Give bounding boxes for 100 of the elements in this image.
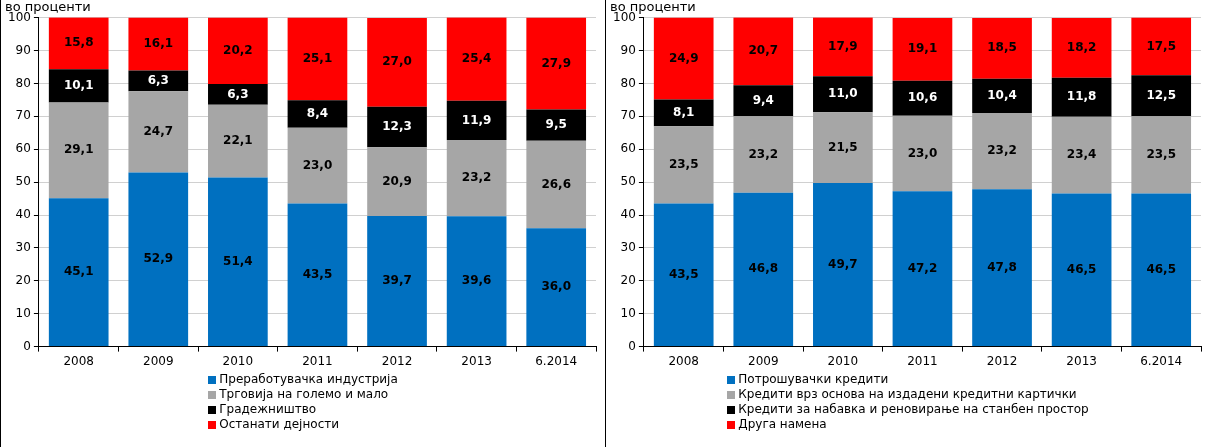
bar <box>287 17 348 101</box>
y-tick-label: 20 <box>620 272 636 287</box>
data-label: 49,7 <box>828 256 858 271</box>
bar <box>972 189 1032 347</box>
legend-label: Градежништво <box>219 402 317 417</box>
bar <box>446 139 507 217</box>
data-label: 45,1 <box>63 264 94 279</box>
data-label: 27,9 <box>541 55 572 70</box>
data-label: 23,4 <box>1066 147 1097 162</box>
data-label: 10,1 <box>63 77 94 92</box>
bar <box>526 228 587 347</box>
y-tick-label: 0 <box>23 338 31 353</box>
data-label: 6,3 <box>227 86 249 101</box>
x-tick-label: 2009 <box>143 353 174 368</box>
data-label: 47,8 <box>987 259 1017 274</box>
bar <box>1131 17 1192 76</box>
y-tick-label: 40 <box>15 207 31 222</box>
data-label: 39,7 <box>382 273 412 288</box>
bar <box>208 84 268 105</box>
data-label: 27,0 <box>382 54 412 69</box>
legend-label: Останати дејности <box>219 417 340 432</box>
y-tick-label: 70 <box>620 108 636 123</box>
y-tick-label: 60 <box>15 141 31 156</box>
bar <box>972 78 1032 114</box>
bar <box>733 192 794 347</box>
data-label: 46,5 <box>1146 261 1177 276</box>
data-label: 23,5 <box>668 156 699 171</box>
data-label: 9,4 <box>752 92 774 107</box>
y-tick-label: 50 <box>620 174 636 189</box>
y-tick-label: 80 <box>620 75 636 90</box>
y-tick-label: 20 <box>15 272 31 287</box>
legend-label: Потрошувачки кредити <box>738 372 889 387</box>
bar <box>446 100 507 140</box>
bar <box>892 191 953 347</box>
bar <box>653 126 714 204</box>
data-label: 23,2 <box>987 143 1017 158</box>
data-label: 11,0 <box>828 86 858 101</box>
legend-label: Кредити врз основа на издадени кредитни картички <box>738 387 1077 402</box>
bar <box>446 216 507 347</box>
y-tick-label: 40 <box>620 207 636 222</box>
data-label: 6,3 <box>147 73 169 88</box>
y-tick-label: 10 <box>620 305 636 320</box>
data-label: 25,4 <box>461 51 492 66</box>
bar <box>653 17 714 100</box>
y-tick-label: 70 <box>15 108 31 123</box>
data-label: 46,5 <box>1066 261 1097 276</box>
bar <box>813 183 873 347</box>
x-tick-label: 2009 <box>748 353 779 368</box>
bar <box>972 113 1032 190</box>
bar <box>733 116 794 193</box>
data-label: 23,5 <box>1146 147 1177 162</box>
data-label: 39,6 <box>461 273 492 288</box>
legend-label: Преработувачка индустрија <box>219 372 398 387</box>
bar <box>526 17 587 110</box>
bar <box>128 91 189 173</box>
data-label: 11,9 <box>461 112 492 127</box>
bar <box>367 215 427 347</box>
bar <box>813 17 873 77</box>
bar <box>367 147 427 216</box>
x-tick-label: 2010 <box>222 353 254 368</box>
y-tick-label: 80 <box>15 75 31 90</box>
bar <box>287 127 348 204</box>
bar <box>128 172 189 347</box>
bar <box>1051 77 1112 117</box>
data-label: 26,6 <box>541 176 572 191</box>
bar <box>813 112 873 184</box>
data-label: 21,5 <box>828 139 858 154</box>
y-tick-label: 50 <box>15 174 31 189</box>
bar <box>208 17 268 85</box>
data-label: 20,7 <box>748 43 779 58</box>
data-label: 15,8 <box>63 35 94 50</box>
bar <box>733 85 794 117</box>
bar <box>526 109 587 141</box>
x-tick-label: 2012 <box>986 353 1018 368</box>
bar <box>892 115 953 192</box>
bar <box>1131 193 1192 347</box>
bar <box>208 177 268 347</box>
data-label: 23,0 <box>907 145 938 160</box>
data-label: 46,8 <box>748 261 779 276</box>
bar <box>653 99 714 127</box>
y-tick-label: 90 <box>15 42 31 57</box>
data-label: 12,3 <box>382 119 412 134</box>
data-label: 43,5 <box>668 266 699 281</box>
bar <box>1131 116 1192 194</box>
bar <box>48 69 109 103</box>
data-label: 25,1 <box>302 51 333 66</box>
data-label: 17,5 <box>1146 38 1177 53</box>
legend-label: Друга намена <box>738 417 827 432</box>
data-label: 52,9 <box>143 251 174 266</box>
data-label: 23,2 <box>461 170 492 185</box>
data-label: 12,5 <box>1146 87 1177 102</box>
data-label: 24,9 <box>668 50 699 65</box>
bar <box>446 17 507 101</box>
data-label: 20,9 <box>382 173 412 188</box>
data-label: 10,4 <box>987 88 1017 103</box>
bar <box>208 104 268 178</box>
x-tick-label: 2013 <box>461 353 492 368</box>
bar <box>1051 116 1112 194</box>
y-tick-label: 30 <box>620 240 636 255</box>
bar <box>526 140 587 229</box>
